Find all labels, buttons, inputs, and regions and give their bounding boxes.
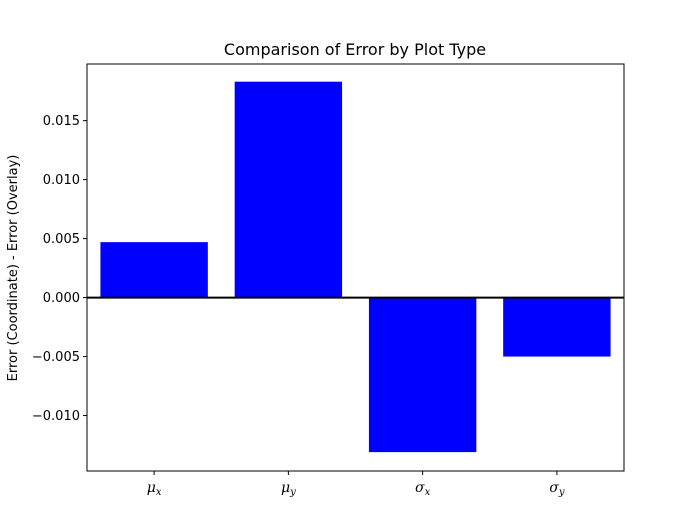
- axes-frame: [86, 63, 625, 472]
- y-tick-label: 0.000: [43, 291, 80, 306]
- y-axis-label: Error (Coordinate) - Error (Overlay): [6, 155, 21, 382]
- y-tick-label: 0.005: [43, 232, 80, 247]
- y-tick-label: −0.005: [32, 350, 80, 365]
- bar: [100, 242, 208, 298]
- chart-title: Comparison of Error by Plot Type: [224, 40, 486, 59]
- x-tick-label: μy: [281, 480, 296, 498]
- bar: [368, 297, 477, 453]
- plot-area: −0.010 −0.005 0.000 0.005 0.010 0.015 μx μy σx σy: [32, 63, 625, 498]
- x-tick-label: σx: [415, 480, 431, 498]
- x-tick-label: μx: [147, 480, 162, 498]
- bar: [503, 297, 611, 357]
- x-tick-label: σy: [549, 480, 565, 498]
- y-tick-label: 0.015: [43, 114, 80, 129]
- bar: [234, 81, 343, 298]
- y-tick-label: −0.010: [32, 409, 80, 424]
- y-tick-label: 0.010: [43, 173, 80, 188]
